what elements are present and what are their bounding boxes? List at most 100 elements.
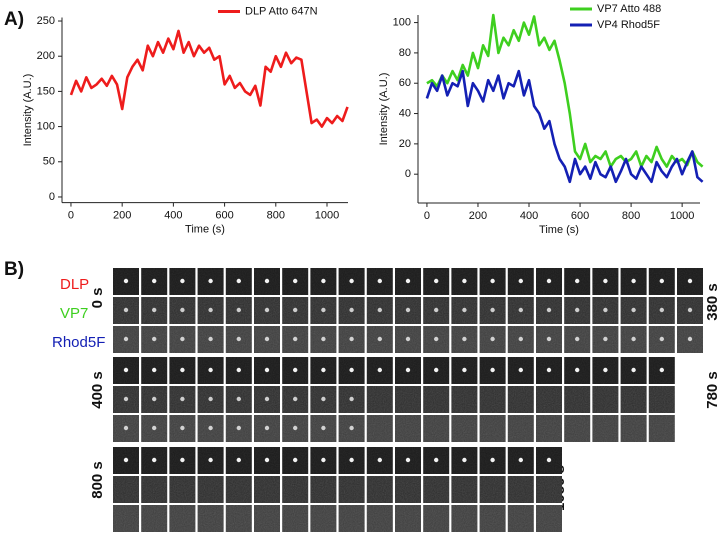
- image-tile: [197, 415, 224, 442]
- tile-spot: [546, 278, 552, 284]
- image-tile: [592, 268, 619, 295]
- image-tile: [620, 386, 647, 413]
- image-tile: [225, 415, 252, 442]
- image-tile: [423, 386, 450, 413]
- tile-spot: [208, 336, 213, 342]
- y-tick-label: 0: [405, 168, 411, 180]
- image-tile: [113, 326, 139, 353]
- tile-spot: [208, 278, 213, 284]
- image-tile: [254, 326, 280, 353]
- image-tile: [451, 326, 478, 353]
- image-tile: [366, 326, 393, 353]
- tile-spot: [687, 278, 693, 284]
- image-tile: [254, 268, 280, 295]
- y-axis-label: Intensity (A.U.): [378, 73, 390, 146]
- tile-spot: [462, 367, 467, 373]
- tile-noise: [423, 386, 450, 413]
- tile-noise: [395, 415, 421, 442]
- image-tile: [282, 268, 309, 295]
- tile-spot: [236, 278, 241, 284]
- image-tile: [395, 326, 421, 353]
- image-tile: [423, 505, 450, 532]
- tile-noise: [197, 476, 224, 503]
- tile-spot: [321, 367, 326, 373]
- tile-spot: [180, 457, 185, 463]
- tile-spot: [518, 336, 523, 342]
- tile-noise: [648, 415, 675, 442]
- tile-spot: [321, 278, 326, 284]
- tile-noise: [479, 415, 506, 442]
- image-tile: [423, 415, 450, 442]
- tile-spot: [236, 396, 241, 402]
- panel-label: B): [4, 259, 24, 280]
- x-tick-label: 1000: [315, 210, 339, 222]
- image-tile: [141, 297, 168, 324]
- tile-spot: [518, 307, 523, 313]
- tile-noise: [366, 505, 393, 532]
- tile-spot: [123, 367, 129, 373]
- tile-spot: [546, 336, 552, 342]
- image-tile: [197, 505, 224, 532]
- tile-spot: [659, 307, 664, 313]
- x-tick-label: 1000: [670, 210, 694, 222]
- tile-spot: [152, 278, 157, 284]
- tile-noise: [338, 476, 365, 503]
- tile-noise: [451, 386, 478, 413]
- tile-spot: [575, 307, 580, 313]
- tile-spot: [152, 457, 157, 463]
- image-tile: [366, 357, 393, 384]
- tile-noise: [310, 505, 337, 532]
- image-tile: [564, 386, 591, 413]
- tile-noise: [564, 386, 591, 413]
- tile-spot: [264, 457, 270, 463]
- image-tile: [113, 505, 139, 532]
- time-label: 380 s: [704, 283, 720, 321]
- image-tile: [225, 326, 252, 353]
- image-tile: [169, 357, 196, 384]
- image-tile: [225, 357, 252, 384]
- tile-spot: [236, 336, 241, 342]
- image-tile: [197, 447, 224, 474]
- tile-spot: [603, 307, 608, 313]
- tile-spot: [180, 336, 185, 342]
- image-tile: [479, 357, 506, 384]
- image-tile: [536, 268, 562, 295]
- y-tick-label: 0: [49, 191, 55, 203]
- tile-noise: [423, 415, 450, 442]
- image-tile: [648, 357, 675, 384]
- image-tile: [479, 326, 506, 353]
- image-tile: [620, 297, 647, 324]
- tile-spot: [405, 457, 411, 463]
- tile-noise: [366, 415, 393, 442]
- tile-noise: [395, 476, 421, 503]
- image-tile: [536, 447, 562, 474]
- legend-label: DLP Atto 647N: [245, 5, 318, 17]
- tile-spot: [293, 336, 298, 342]
- tile-spot: [434, 278, 439, 284]
- tile-spot: [123, 307, 129, 313]
- image-tile: [113, 447, 139, 474]
- image-tile: [592, 297, 619, 324]
- image-tile: [254, 505, 280, 532]
- image-tile: [451, 297, 478, 324]
- tile-spot: [405, 307, 411, 313]
- tile-noise: [423, 476, 450, 503]
- image-tile: [620, 268, 647, 295]
- x-tick-label: 800: [267, 210, 285, 222]
- tile-spot: [123, 278, 129, 284]
- image-tile: [677, 326, 703, 353]
- image-tile: [310, 297, 337, 324]
- x-tick-label: 400: [520, 210, 538, 222]
- tile-noise: [536, 415, 562, 442]
- image-tile: [648, 297, 675, 324]
- tile-spot: [152, 336, 157, 342]
- image-tile: [225, 297, 252, 324]
- image-tile: [564, 357, 591, 384]
- tile-noise: [451, 415, 478, 442]
- image-tile: [451, 476, 478, 503]
- image-tile: [366, 268, 393, 295]
- time-label: 400 s: [89, 371, 106, 409]
- tile-spot: [264, 278, 270, 284]
- image-tile: [169, 476, 196, 503]
